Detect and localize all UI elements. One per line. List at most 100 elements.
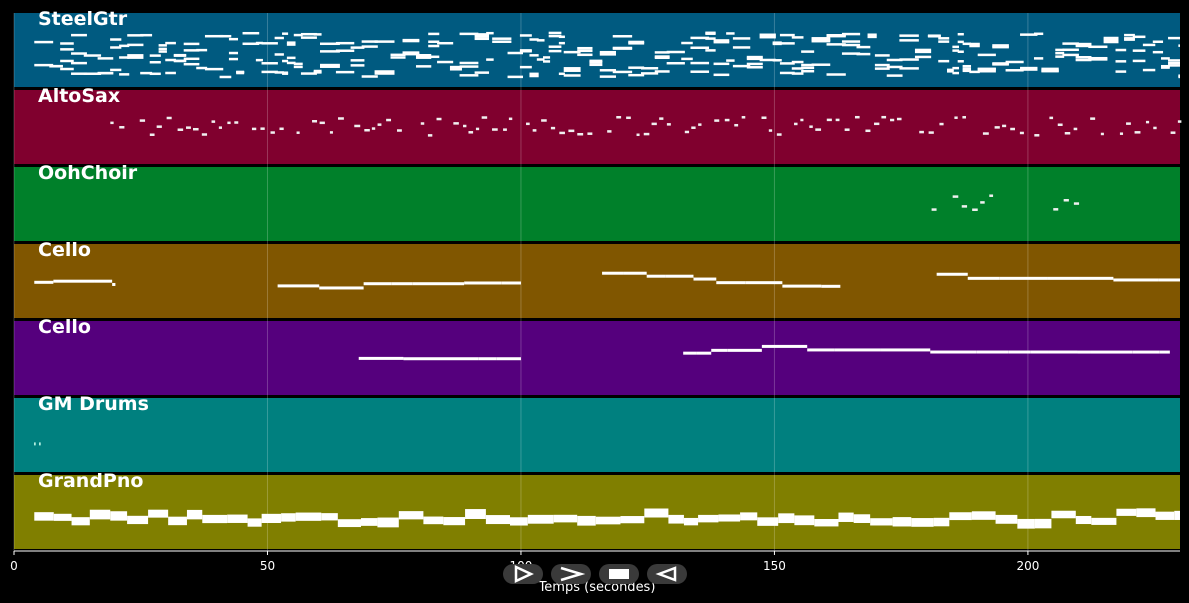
note <box>651 122 657 126</box>
note <box>713 40 730 44</box>
note <box>856 45 871 49</box>
note <box>1177 120 1182 123</box>
note <box>211 120 216 123</box>
note <box>319 63 340 67</box>
note <box>989 194 994 197</box>
note <box>732 37 751 40</box>
track-name: GM Drums <box>38 393 149 415</box>
note <box>97 57 114 60</box>
note <box>936 272 968 276</box>
note <box>971 511 996 520</box>
note <box>402 52 420 56</box>
note <box>826 73 846 76</box>
note <box>1020 33 1038 36</box>
note <box>759 33 776 37</box>
note <box>548 34 562 38</box>
track-lane <box>14 244 1180 318</box>
note <box>643 132 650 136</box>
note <box>612 46 633 50</box>
note <box>242 31 260 35</box>
note <box>779 42 795 45</box>
note <box>428 40 440 44</box>
note <box>568 129 575 133</box>
note <box>300 72 317 75</box>
note <box>53 513 72 521</box>
note <box>119 73 130 76</box>
note <box>727 348 762 352</box>
note <box>386 118 392 122</box>
note <box>149 61 161 64</box>
note <box>71 517 90 526</box>
note <box>228 37 239 41</box>
note <box>841 43 861 47</box>
note <box>690 46 710 50</box>
note <box>1005 69 1024 72</box>
note <box>485 515 510 525</box>
note <box>420 122 425 125</box>
note <box>156 125 162 128</box>
note <box>468 131 474 134</box>
note <box>683 517 699 526</box>
note <box>53 279 95 283</box>
note <box>204 34 224 38</box>
note <box>954 116 958 119</box>
rewind-button[interactable] <box>647 564 687 584</box>
note <box>779 62 795 65</box>
note <box>173 59 187 63</box>
note <box>1088 56 1108 60</box>
note <box>791 72 804 75</box>
note <box>127 54 144 57</box>
note <box>319 121 325 125</box>
note <box>870 518 893 526</box>
note <box>791 67 804 70</box>
note <box>363 282 392 286</box>
note <box>1136 508 1156 518</box>
forward-button[interactable] <box>551 564 591 584</box>
note <box>536 39 545 42</box>
note <box>204 67 224 71</box>
note <box>558 35 565 39</box>
note <box>119 56 130 59</box>
note <box>501 281 521 285</box>
note <box>939 122 944 126</box>
note <box>436 117 442 121</box>
note <box>202 514 228 524</box>
note <box>459 74 479 77</box>
note <box>886 65 903 69</box>
note <box>612 35 633 38</box>
note <box>779 33 795 37</box>
note <box>599 69 616 72</box>
play-button[interactable] <box>503 564 543 584</box>
note <box>474 33 490 36</box>
note <box>1075 58 1092 62</box>
note <box>1055 51 1065 55</box>
note <box>563 74 581 77</box>
note <box>158 44 167 47</box>
note <box>628 73 645 77</box>
note <box>127 515 149 525</box>
note <box>39 442 41 446</box>
note <box>374 72 395 75</box>
note <box>1090 350 1133 354</box>
note <box>776 133 782 136</box>
note <box>550 126 556 130</box>
note <box>437 41 454 45</box>
note <box>969 44 980 48</box>
note <box>183 57 200 61</box>
note <box>509 517 528 526</box>
tick-label: 0 <box>10 559 18 573</box>
note <box>705 49 716 52</box>
note <box>1073 127 1078 131</box>
note <box>110 68 122 72</box>
note <box>899 67 919 70</box>
note <box>1075 44 1092 48</box>
note <box>690 61 710 65</box>
note <box>899 39 919 42</box>
note <box>587 132 593 135</box>
note <box>71 33 87 37</box>
note <box>1142 68 1156 72</box>
note <box>1132 59 1146 63</box>
stop-button[interactable] <box>599 564 639 584</box>
note <box>577 53 593 57</box>
note <box>620 516 645 524</box>
